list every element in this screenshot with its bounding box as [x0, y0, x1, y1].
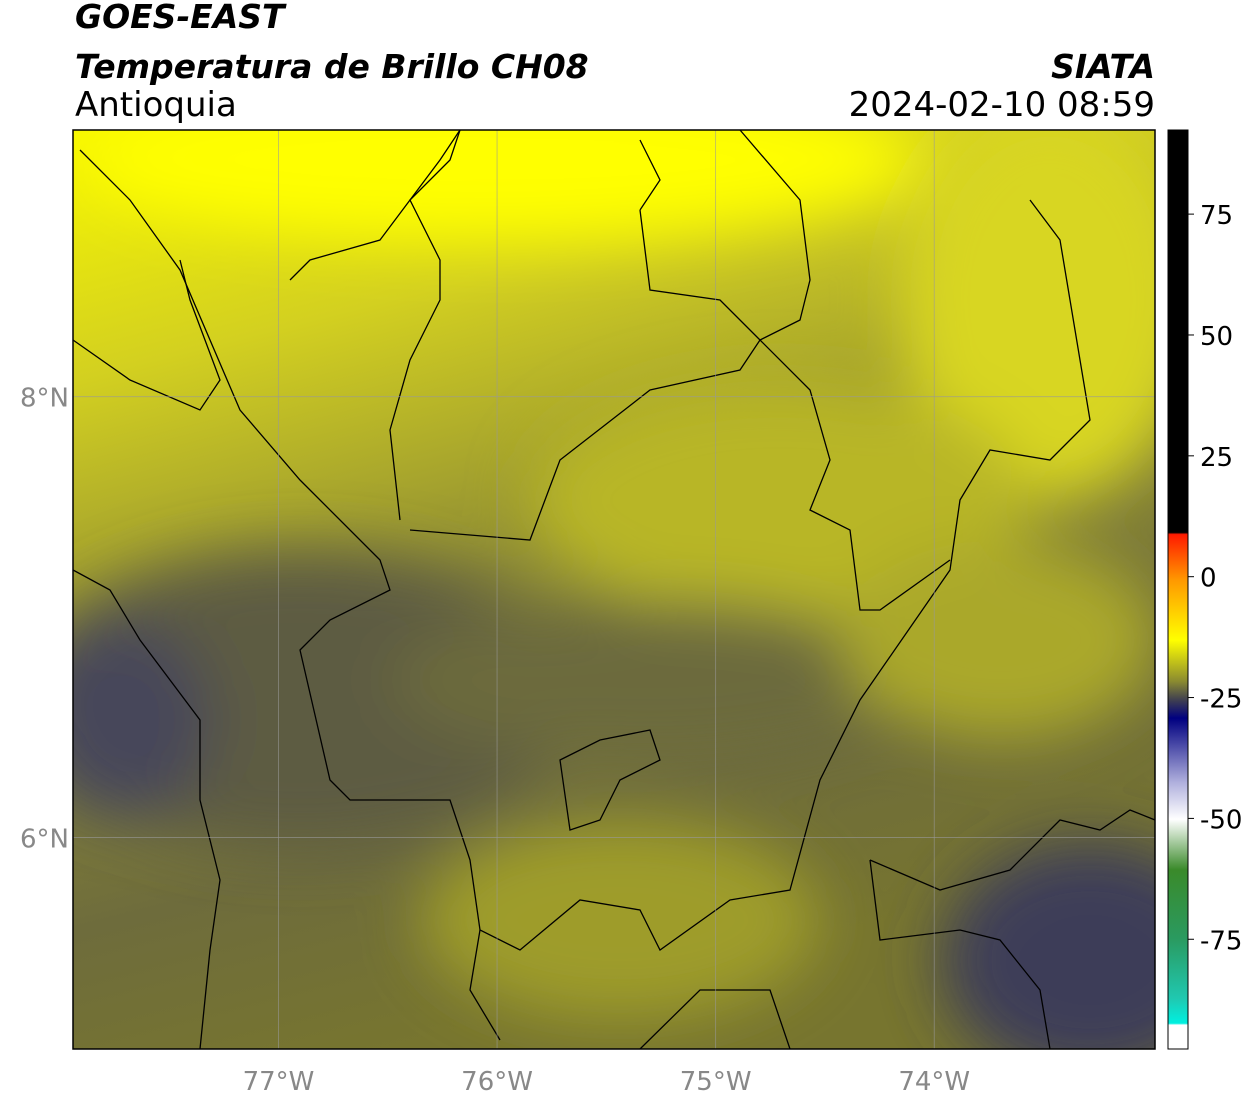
coastline [73, 569, 221, 1049]
warm-area [80, 130, 920, 240]
border [869, 859, 1051, 1049]
temperature-field [73, 130, 1155, 1049]
border [559, 729, 661, 831]
colorbar-tick-label: -25 [1200, 685, 1242, 715]
region: Antioquia [75, 85, 237, 125]
border [389, 130, 461, 521]
border [469, 929, 791, 1049]
border [639, 139, 761, 341]
source: SIATA [1051, 47, 1155, 86]
x-tick-label: 74°W [898, 1067, 970, 1097]
colorbar-tick-label: 50 [1200, 322, 1233, 352]
y-tick-label: 6°N [20, 824, 69, 854]
subtitle: Temperatura de Brillo CH08 [75, 47, 589, 86]
colorbar-tick-label: 25 [1200, 443, 1233, 473]
title: GOES-EAST [75, 0, 287, 36]
warm-area [900, 130, 1155, 500]
x-tick-label: 76°W [461, 1067, 533, 1097]
warm-area [420, 820, 820, 1020]
cold-area [390, 600, 910, 760]
warm-area [840, 540, 1155, 740]
colorbar-tick-label: 75 [1200, 201, 1233, 231]
border [759, 339, 951, 611]
coastline [73, 130, 461, 411]
x-tick-label: 75°W [680, 1067, 752, 1097]
x-tick-label: 77°W [243, 1067, 315, 1097]
timestamp: 2024-02-10 08:59 [849, 85, 1155, 125]
colorbar-tick-label: -75 [1200, 926, 1242, 956]
map-field [73, 130, 1155, 1049]
borders [73, 130, 1155, 1049]
colorbar [1167, 129, 1189, 1050]
cold-area [73, 620, 210, 820]
cold-area [940, 840, 1155, 1049]
colorbar-tick-label: 0 [1200, 564, 1217, 594]
grid [73, 130, 1155, 1049]
y-tick-label: 8°N [20, 384, 69, 414]
border [869, 809, 1155, 891]
map-frame [72, 129, 1156, 1050]
border [409, 130, 811, 541]
border [79, 149, 1091, 951]
colorbar-tick-label: -50 [1200, 805, 1242, 835]
